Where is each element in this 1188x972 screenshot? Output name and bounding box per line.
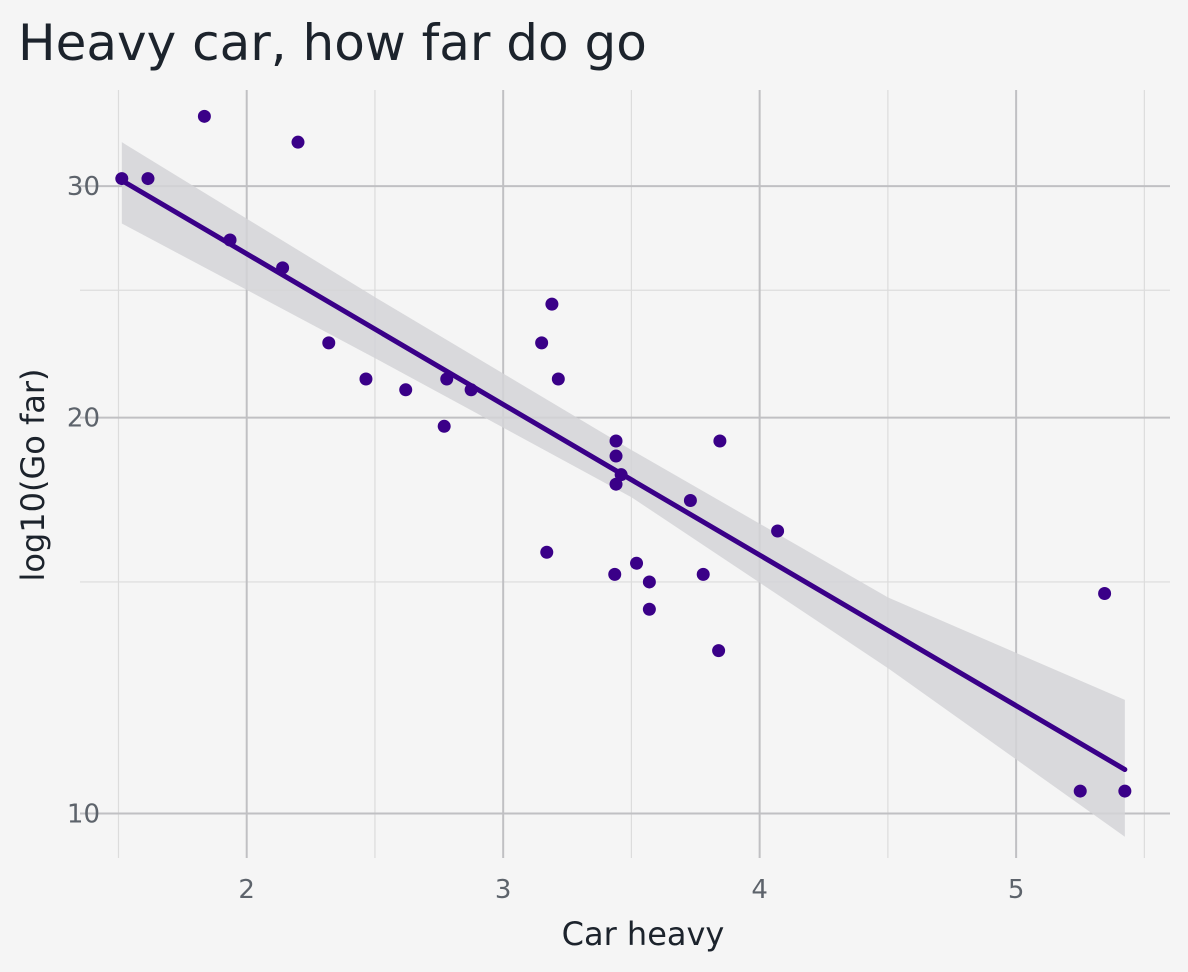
data-point: [1073, 784, 1087, 798]
grid-major: [80, 90, 1170, 858]
data-point: [437, 419, 451, 433]
data-point: [609, 434, 623, 448]
y-tick-labels: 10 20 30: [67, 172, 100, 829]
x-tick-label: 3: [495, 875, 512, 905]
data-points: [115, 109, 1132, 798]
data-point: [608, 567, 622, 581]
data-point: [359, 372, 373, 386]
data-point: [535, 336, 549, 350]
x-tick-labels: 2 3 4 5: [238, 875, 1024, 905]
y-tick-label: 10: [67, 799, 100, 829]
confidence-band-area: [121, 142, 1125, 837]
data-point: [683, 493, 697, 507]
regression-line: [119, 177, 1128, 773]
data-point: [551, 372, 565, 386]
data-point: [630, 556, 644, 570]
x-tick-label: 5: [1008, 875, 1025, 905]
data-point: [291, 135, 305, 149]
data-point: [322, 336, 336, 350]
data-point: [609, 449, 623, 463]
x-axis-title: Car heavy: [562, 915, 725, 953]
data-point: [712, 644, 726, 658]
data-point: [696, 567, 710, 581]
chart-title: Heavy car, how far do go: [18, 14, 647, 72]
data-point: [141, 172, 155, 186]
y-tick-label: 20: [67, 404, 100, 434]
y-axis-title: log10(Go far): [14, 368, 52, 581]
data-point: [197, 109, 211, 123]
data-point: [1118, 784, 1132, 798]
data-point: [771, 524, 785, 538]
data-point: [609, 477, 623, 491]
x-tick-label: 2: [238, 875, 255, 905]
data-point: [642, 575, 656, 589]
data-point: [1098, 586, 1112, 600]
data-point: [545, 297, 559, 311]
confidence-band: [121, 142, 1125, 837]
data-point: [642, 602, 656, 616]
data-point: [399, 383, 413, 397]
data-point: [540, 545, 554, 559]
x-tick-label: 4: [751, 875, 768, 905]
fit-line: [119, 177, 1128, 773]
data-point: [713, 434, 727, 448]
y-tick-label: 30: [67, 172, 100, 202]
